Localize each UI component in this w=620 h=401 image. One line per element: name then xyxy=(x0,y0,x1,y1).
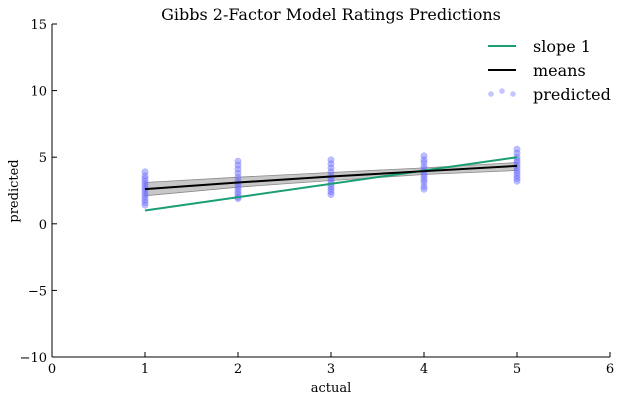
predicted-point xyxy=(327,160,335,168)
predicted-point xyxy=(513,145,521,153)
predicted-point xyxy=(513,172,521,180)
predicted-point xyxy=(420,183,428,190)
predicted-point xyxy=(141,177,149,185)
legend-label-slope-1: slope 1 xyxy=(533,37,591,56)
predicted-point xyxy=(141,199,149,206)
predicted-point xyxy=(327,168,335,176)
predicted-point xyxy=(234,169,242,177)
legend-label-means: means xyxy=(533,61,586,80)
legend-swatch-predicted xyxy=(488,91,494,97)
y-tick-label: 10 xyxy=(30,85,47,100)
chart-title: Gibbs 2-Factor Model Ratings Predictions xyxy=(161,5,501,24)
predicted-point xyxy=(513,159,521,166)
x-tick-label: 0 xyxy=(48,362,56,377)
predicted-point xyxy=(420,185,428,193)
x-tick-label: 2 xyxy=(234,362,242,377)
predicted-point xyxy=(513,149,521,157)
predicted-point xyxy=(420,179,428,186)
legend: slope 1 means predicted xyxy=(488,37,611,104)
y-tick-label: 5 xyxy=(39,151,47,166)
x-tick-label: 5 xyxy=(513,362,521,377)
axes: 0 1 2 3 4 5 6 −10 −5 0 5 10 15 xyxy=(20,18,615,377)
y-tick-label: −10 xyxy=(20,351,47,366)
predicted-point xyxy=(141,180,149,188)
predicted-point xyxy=(327,188,335,196)
predicted-point xyxy=(234,185,242,193)
predicted-point xyxy=(327,156,335,164)
predicted-point xyxy=(141,201,149,209)
y-tick-label: 15 xyxy=(30,18,47,33)
predicted-point xyxy=(513,175,521,182)
predicted-point xyxy=(420,176,428,184)
y-tick-label: −5 xyxy=(28,284,47,299)
predicted-point xyxy=(234,188,242,196)
x-tick-label: 6 xyxy=(606,362,614,377)
plot-area xyxy=(141,145,521,212)
predicted-point xyxy=(234,161,242,169)
predicted-point xyxy=(327,164,335,172)
predicted-point xyxy=(513,167,521,174)
y-axis-label: predicted xyxy=(7,159,22,222)
predicted-point xyxy=(141,168,149,176)
x-tick-label: 4 xyxy=(420,362,428,377)
legend-label-predicted: predicted xyxy=(533,85,611,104)
predicted-point xyxy=(420,152,428,160)
x-tick-label: 3 xyxy=(327,362,335,377)
predicted-point xyxy=(420,156,428,164)
y-tick-label: 0 xyxy=(39,218,47,233)
predicted-point xyxy=(513,177,521,185)
legend-swatch-predicted xyxy=(510,91,516,97)
slope-1-line xyxy=(144,156,518,212)
legend-swatch-predicted xyxy=(499,88,505,94)
predicted-point xyxy=(234,157,242,165)
predicted-point xyxy=(513,169,521,177)
predicted-point xyxy=(234,173,242,181)
predicted-point xyxy=(141,191,149,198)
predicted-point xyxy=(141,175,149,182)
predicted-point xyxy=(420,159,428,166)
predicted-point xyxy=(420,173,428,181)
predicted-point xyxy=(141,193,149,201)
predicted-point xyxy=(141,196,149,204)
x-axis-label: actual xyxy=(311,381,352,396)
x-tick-label: 1 xyxy=(141,362,149,377)
predicted-point xyxy=(327,191,335,198)
predicted-point xyxy=(141,172,149,180)
means-line xyxy=(144,164,518,191)
predicted-point xyxy=(234,165,242,173)
predicted-point xyxy=(327,185,335,193)
